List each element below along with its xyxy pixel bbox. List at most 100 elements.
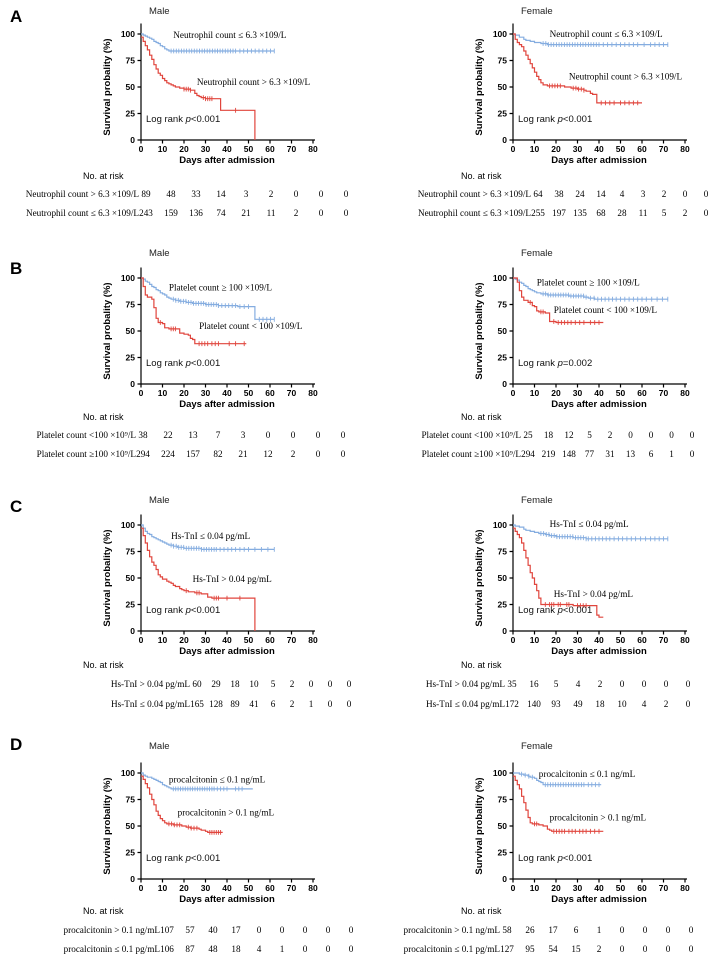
curve-label-red: Platelet count < 100 ×109/L xyxy=(199,321,303,331)
x-tick-label: 80 xyxy=(308,144,318,154)
censor-ticks-blue xyxy=(521,771,600,788)
x-axis-label: Days after admission xyxy=(551,399,647,410)
survival-curve-red xyxy=(141,277,247,345)
x-tick-label: 20 xyxy=(551,635,561,645)
x-tick-label: 0 xyxy=(139,144,144,154)
x-tick-label: 70 xyxy=(287,144,297,154)
censor-ticks-blue xyxy=(170,542,275,552)
risk-table: Platelet count <100 ×10⁹/L 38 22 13 7 3 0 0 0 0 Pl… xyxy=(36,430,345,459)
x-tick-label: 80 xyxy=(308,883,318,893)
km-plot-svg: A Male Survival probality (%) Days after… xyxy=(10,6,349,218)
risk-count: 0 xyxy=(328,699,333,709)
risk-count: 48 xyxy=(208,944,218,954)
risk-count: 41 xyxy=(249,699,259,709)
curves: Neutrophil count ≤ 6.3 ×109/L Neutrophil … xyxy=(141,30,310,140)
risk-count: 0 xyxy=(319,189,324,199)
axes: 0 10 20 30 40 50 60 70 80 0 25 50 75 100 xyxy=(121,23,318,154)
x-tick-label: 10 xyxy=(158,144,168,154)
risk-count: 0 xyxy=(704,208,709,218)
logrank-text: Log rank p<0.001 xyxy=(518,605,592,616)
x-tick-label: 40 xyxy=(222,883,232,893)
risk-row-label: Platelet count ≥100 ×10⁹/L xyxy=(422,449,522,459)
y-tick-label: 25 xyxy=(126,109,136,119)
risk-count: 4 xyxy=(576,679,581,689)
risk-table-header: No. at risk xyxy=(83,660,124,670)
risk-count: 0 xyxy=(689,944,694,954)
x-tick-label: 20 xyxy=(179,388,189,398)
risk-count: 0 xyxy=(666,944,671,954)
x-tick-label: 20 xyxy=(179,144,189,154)
y-axis-label: Survival probality (%) xyxy=(474,529,485,626)
logrank-value: <0.001 xyxy=(191,605,220,616)
y-tick-label: 50 xyxy=(126,573,136,583)
risk-count: 0 xyxy=(349,944,354,954)
logrank-value: <0.001 xyxy=(191,853,220,864)
y-tick-label: 0 xyxy=(502,626,507,636)
curves: procalcitonin ≤ 0.1 ng/mL procalcitonin >… xyxy=(141,772,275,835)
x-tick-label: 30 xyxy=(573,635,583,645)
x-tick-label: 0 xyxy=(511,388,516,398)
risk-count: 17 xyxy=(231,925,241,935)
risk-count: 13 xyxy=(188,430,198,440)
logrank-prefix: Log rank xyxy=(518,358,558,369)
km-panel: Female Survival probality (%) Days after… xyxy=(355,723,709,964)
risk-count: 0 xyxy=(349,925,354,935)
risk-row-label: Hs-TnI ≤ 0.04 pg/mL xyxy=(426,699,505,709)
risk-count: 14 xyxy=(596,189,606,199)
risk-table: Neutrophil count > 6.3 ×109/L 89 48 33 14 3 2 0… xyxy=(26,189,349,218)
risk-count: 135 xyxy=(573,208,587,218)
x-tick-label: 0 xyxy=(139,388,144,398)
panel-letter: C xyxy=(10,497,22,516)
x-axis-label: Days after admission xyxy=(551,155,647,166)
risk-count: 2 xyxy=(290,679,295,689)
y-tick-label: 0 xyxy=(130,626,135,636)
km-panel: C Male Survival probality (%) Days after… xyxy=(0,481,354,722)
km-plot-svg: B Male Survival probality (%) Days after… xyxy=(10,248,346,459)
risk-count: 165 xyxy=(190,699,204,709)
y-tick-label: 50 xyxy=(498,82,508,92)
survival-curve-red xyxy=(513,775,604,832)
risk-count: 148 xyxy=(562,449,576,459)
x-tick-label: 70 xyxy=(287,388,297,398)
risk-count: 10 xyxy=(249,679,259,689)
risk-count: 294 xyxy=(521,449,535,459)
risk-row-label: Hs-TnI > 0.04 pg/mL xyxy=(111,679,191,689)
axes: 0 10 20 30 40 50 60 70 80 0 25 50 75 100 xyxy=(121,514,318,645)
x-tick-label: 0 xyxy=(511,144,516,154)
risk-count: 0 xyxy=(309,679,314,689)
x-tick-label: 20 xyxy=(551,388,561,398)
risk-row-label: Hs-TnI ≤ 0.04 pg/mL xyxy=(111,699,190,709)
logrank-text: Log rank p<0.001 xyxy=(146,114,220,125)
risk-count: 25 xyxy=(523,430,533,440)
risk-table-header: No. at risk xyxy=(461,660,502,670)
censor-ticks-blue xyxy=(170,48,275,54)
risk-count: 12 xyxy=(564,430,574,440)
y-tick-label: 75 xyxy=(498,300,508,310)
risk-count: 15 xyxy=(571,944,581,954)
risk-table: Neutrophil count > 6.3 ×109/L 64 38 24 14 4 3 2… xyxy=(418,189,709,218)
x-tick-label: 10 xyxy=(530,635,540,645)
curves: Platelet count ≥ 100 ×109/L Platelet coun… xyxy=(141,277,303,347)
y-tick-label: 100 xyxy=(493,273,507,283)
logrank-p: p xyxy=(185,853,191,864)
risk-count: 0 xyxy=(666,925,671,935)
risk-count: 12 xyxy=(263,449,273,459)
risk-count: 0 xyxy=(319,208,324,218)
risk-count: 5 xyxy=(554,679,559,689)
curves: Hs-TnI ≤ 0.04 pg/mL Hs-TnI > 0.04 pg/mL xyxy=(513,519,669,618)
risk-count: 0 xyxy=(280,925,285,935)
risk-count: 2 xyxy=(597,944,602,954)
x-tick-label: 40 xyxy=(222,144,232,154)
risk-table: Hs-TnI > 0.04 pg/mL 35 16 5 4 2 0 0 0 0 Hs-TnI ≤ 0… xyxy=(426,679,691,709)
risk-count: 127 xyxy=(500,944,514,954)
risk-count: 0 xyxy=(326,944,331,954)
survival-curve-red xyxy=(513,277,604,324)
censor-ticks-red xyxy=(183,86,237,113)
axes: 0 10 20 30 40 50 60 70 80 0 25 50 75 100 xyxy=(121,762,318,893)
censor-ticks-red xyxy=(159,320,245,347)
survival-curve-blue xyxy=(141,772,253,790)
x-tick-label: 30 xyxy=(201,144,211,154)
logrank-prefix: Log rank xyxy=(518,605,558,616)
risk-count: 172 xyxy=(505,699,519,709)
logrank-prefix: Log rank xyxy=(518,853,558,864)
